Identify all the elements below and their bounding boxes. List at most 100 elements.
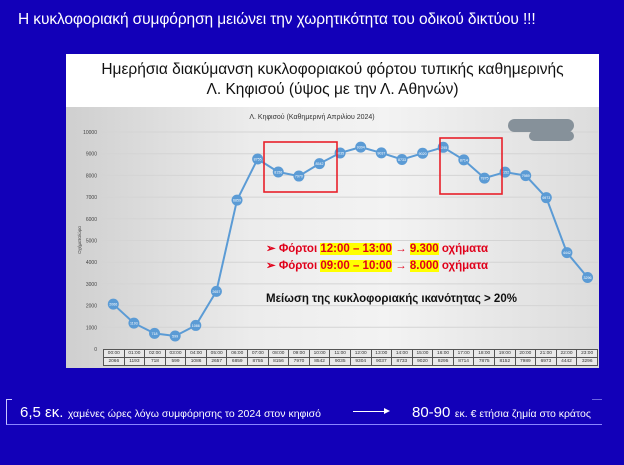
table-cell-hour: 07:00 <box>247 349 269 358</box>
data-point-label: 8542 <box>316 162 324 166</box>
table-cell-value: 9020 <box>411 357 434 366</box>
table-cell-hour: 14:00 <box>391 349 413 358</box>
table-cell-value: 599 <box>164 357 187 366</box>
y-tick-label: 1000 <box>86 325 97 331</box>
data-point <box>540 192 552 204</box>
data-point-label: 9037 <box>377 151 385 155</box>
data-point-label: 1086 <box>192 324 200 328</box>
data-point-label: 599 <box>172 335 178 339</box>
data-point-label: 7875 <box>480 177 488 181</box>
chart-background <box>66 107 599 368</box>
table-cell-hour: 09:00 <box>288 349 310 358</box>
annual-cost-label: εκ. € ετήσια ζημία στο κράτος <box>454 408 591 420</box>
table-cell-value: 7970 <box>288 357 310 366</box>
table-cell-value: 8156 <box>267 357 290 366</box>
box-corner <box>7 399 12 400</box>
table-cell-hour: 16:00 <box>432 349 454 358</box>
table-cell-value: 8733 <box>391 357 413 366</box>
data-point-label: 9035 <box>336 151 344 155</box>
data-point-label: 718 <box>152 332 158 336</box>
annotation-peak-load: ➢ Φόρτοι 12:00 – 13:00 → 9.300 οχήματα <box>266 243 489 255</box>
data-point-label: 8714 <box>460 158 468 162</box>
data-point <box>252 153 264 165</box>
table-cell-value: 8755 <box>247 357 269 366</box>
table-cell-hour: 05:00 <box>205 349 228 358</box>
table-cell-value: 9304 <box>349 357 372 366</box>
chart-title: Λ. Κηφισού (Καθημερινή Απριλίου 2024) <box>249 114 375 121</box>
headline: Η κυκλοφοριακή συμφόρηση μειώνει την χωρ… <box>18 11 536 28</box>
annotation-congested-load: ➢ Φόρτοι 09:00 – 10:00 → 8.000 οχήματα <box>266 260 489 272</box>
y-tick-label: 5000 <box>86 239 97 245</box>
data-point <box>582 271 594 283</box>
frame-title-line1: Ημερήσια διακύμανση κυκλοφοριακού φόρτου… <box>101 61 564 78</box>
data-point <box>396 153 408 165</box>
highlight-box <box>439 137 503 195</box>
data-point <box>128 317 140 329</box>
table-cell-hour: 13:00 <box>370 349 393 358</box>
vehicle-count: 8.000 <box>409 260 439 272</box>
table-cell-hour: 22:00 <box>555 349 578 358</box>
data-point-label: 1193 <box>130 322 138 326</box>
data-point-label: 8733 <box>398 158 406 162</box>
y-tick-label: 7000 <box>86 195 97 201</box>
data-point <box>375 147 387 159</box>
data-point-label: 7970 <box>295 175 303 179</box>
data-point <box>107 298 119 310</box>
data-point-label: 2657 <box>212 290 220 294</box>
table-cell-value: 7875 <box>473 357 495 366</box>
table-cell-value: 1086 <box>185 357 207 366</box>
data-point <box>210 285 222 297</box>
data-point-label: 6973 <box>542 196 550 200</box>
arrow-right-icon <box>353 411 387 412</box>
y-tick-label: 2000 <box>86 304 97 310</box>
summary-box <box>6 399 602 425</box>
table-cell-value: 2066 <box>103 357 125 366</box>
y-tick-label: 6000 <box>86 217 97 223</box>
annual-cost-value: 80-90 <box>412 404 451 421</box>
frame-title-line2: Λ. Κηφισού (ύψος με την Λ. Αθηνών) <box>206 81 459 98</box>
annual-cost-fact: 80-90 εκ. € ετήσια ζημία στο κράτος <box>412 404 591 422</box>
capacity-reduction-note: Μείωση της κυκλοφοριακής ικανότητας > 20… <box>266 293 517 305</box>
data-point <box>190 319 202 331</box>
table-cell-value: 8714 <box>452 357 475 366</box>
data-point-label: 9295 <box>439 146 447 150</box>
arrow-head-icon <box>384 408 390 414</box>
data-point <box>478 172 490 184</box>
bullet-icon: ➢ <box>266 260 276 272</box>
chart-frame: Ημερήσια διακύμανση κυκλοφοριακού φόρτου… <box>66 54 599 368</box>
data-point-label: 3296 <box>584 276 592 280</box>
lost-hours-label: χαμένες ώρες λόγω συμφόρησης το 2024 στο… <box>67 408 321 420</box>
table-cell-hour: 00:00 <box>103 349 125 358</box>
table-cell-hour: 04:00 <box>185 349 207 358</box>
data-point-label: 8152 <box>501 171 509 175</box>
box-corner <box>592 399 602 400</box>
y-tick-label: 4000 <box>86 260 97 266</box>
table-cell-hour: 23:00 <box>576 349 598 358</box>
arrow-icon: → <box>395 260 407 272</box>
time-range: 12:00 – 13:00 <box>320 243 392 255</box>
data-point-label: 8755 <box>254 158 262 162</box>
table-cell-value: 9037 <box>370 357 393 366</box>
table-cell-value: 8152 <box>493 357 516 366</box>
table-cell-value: 9035 <box>329 357 351 366</box>
table-cell-hour: 08:00 <box>267 349 290 358</box>
data-point <box>314 158 325 170</box>
table-cell-value: 8542 <box>308 357 331 366</box>
table-row-values: 2066 1193 718 599 1086 2657 6859 8755 8156 7970 85… <box>103 357 598 366</box>
y-tick-label: 8000 <box>86 173 97 179</box>
table-cell-hour: 17:00 <box>452 349 475 358</box>
table-cell-hour: 21:00 <box>535 349 557 358</box>
y-tick-label: 10000 <box>83 130 97 136</box>
table-cell-hour: 03:00 <box>164 349 187 358</box>
bullet-icon: ➢ <box>266 243 276 255</box>
table-cell-hour: 02:00 <box>144 349 166 358</box>
y-tick-label: 3000 <box>86 282 97 288</box>
table-cell-hour: 19:00 <box>493 349 516 358</box>
arrow-icon: → <box>395 243 407 255</box>
frame-title: Ημερήσια διακύμανση κυκλοφοριακού φόρτου… <box>66 60 599 100</box>
data-point-label: 2066 <box>109 303 117 307</box>
table-cell-hour: 06:00 <box>226 349 249 358</box>
table-cell-hour: 18:00 <box>473 349 495 358</box>
lost-hours-fact: 6,5 εκ. χαμένες ώρες λόγω συμφόρησης το … <box>20 404 321 422</box>
